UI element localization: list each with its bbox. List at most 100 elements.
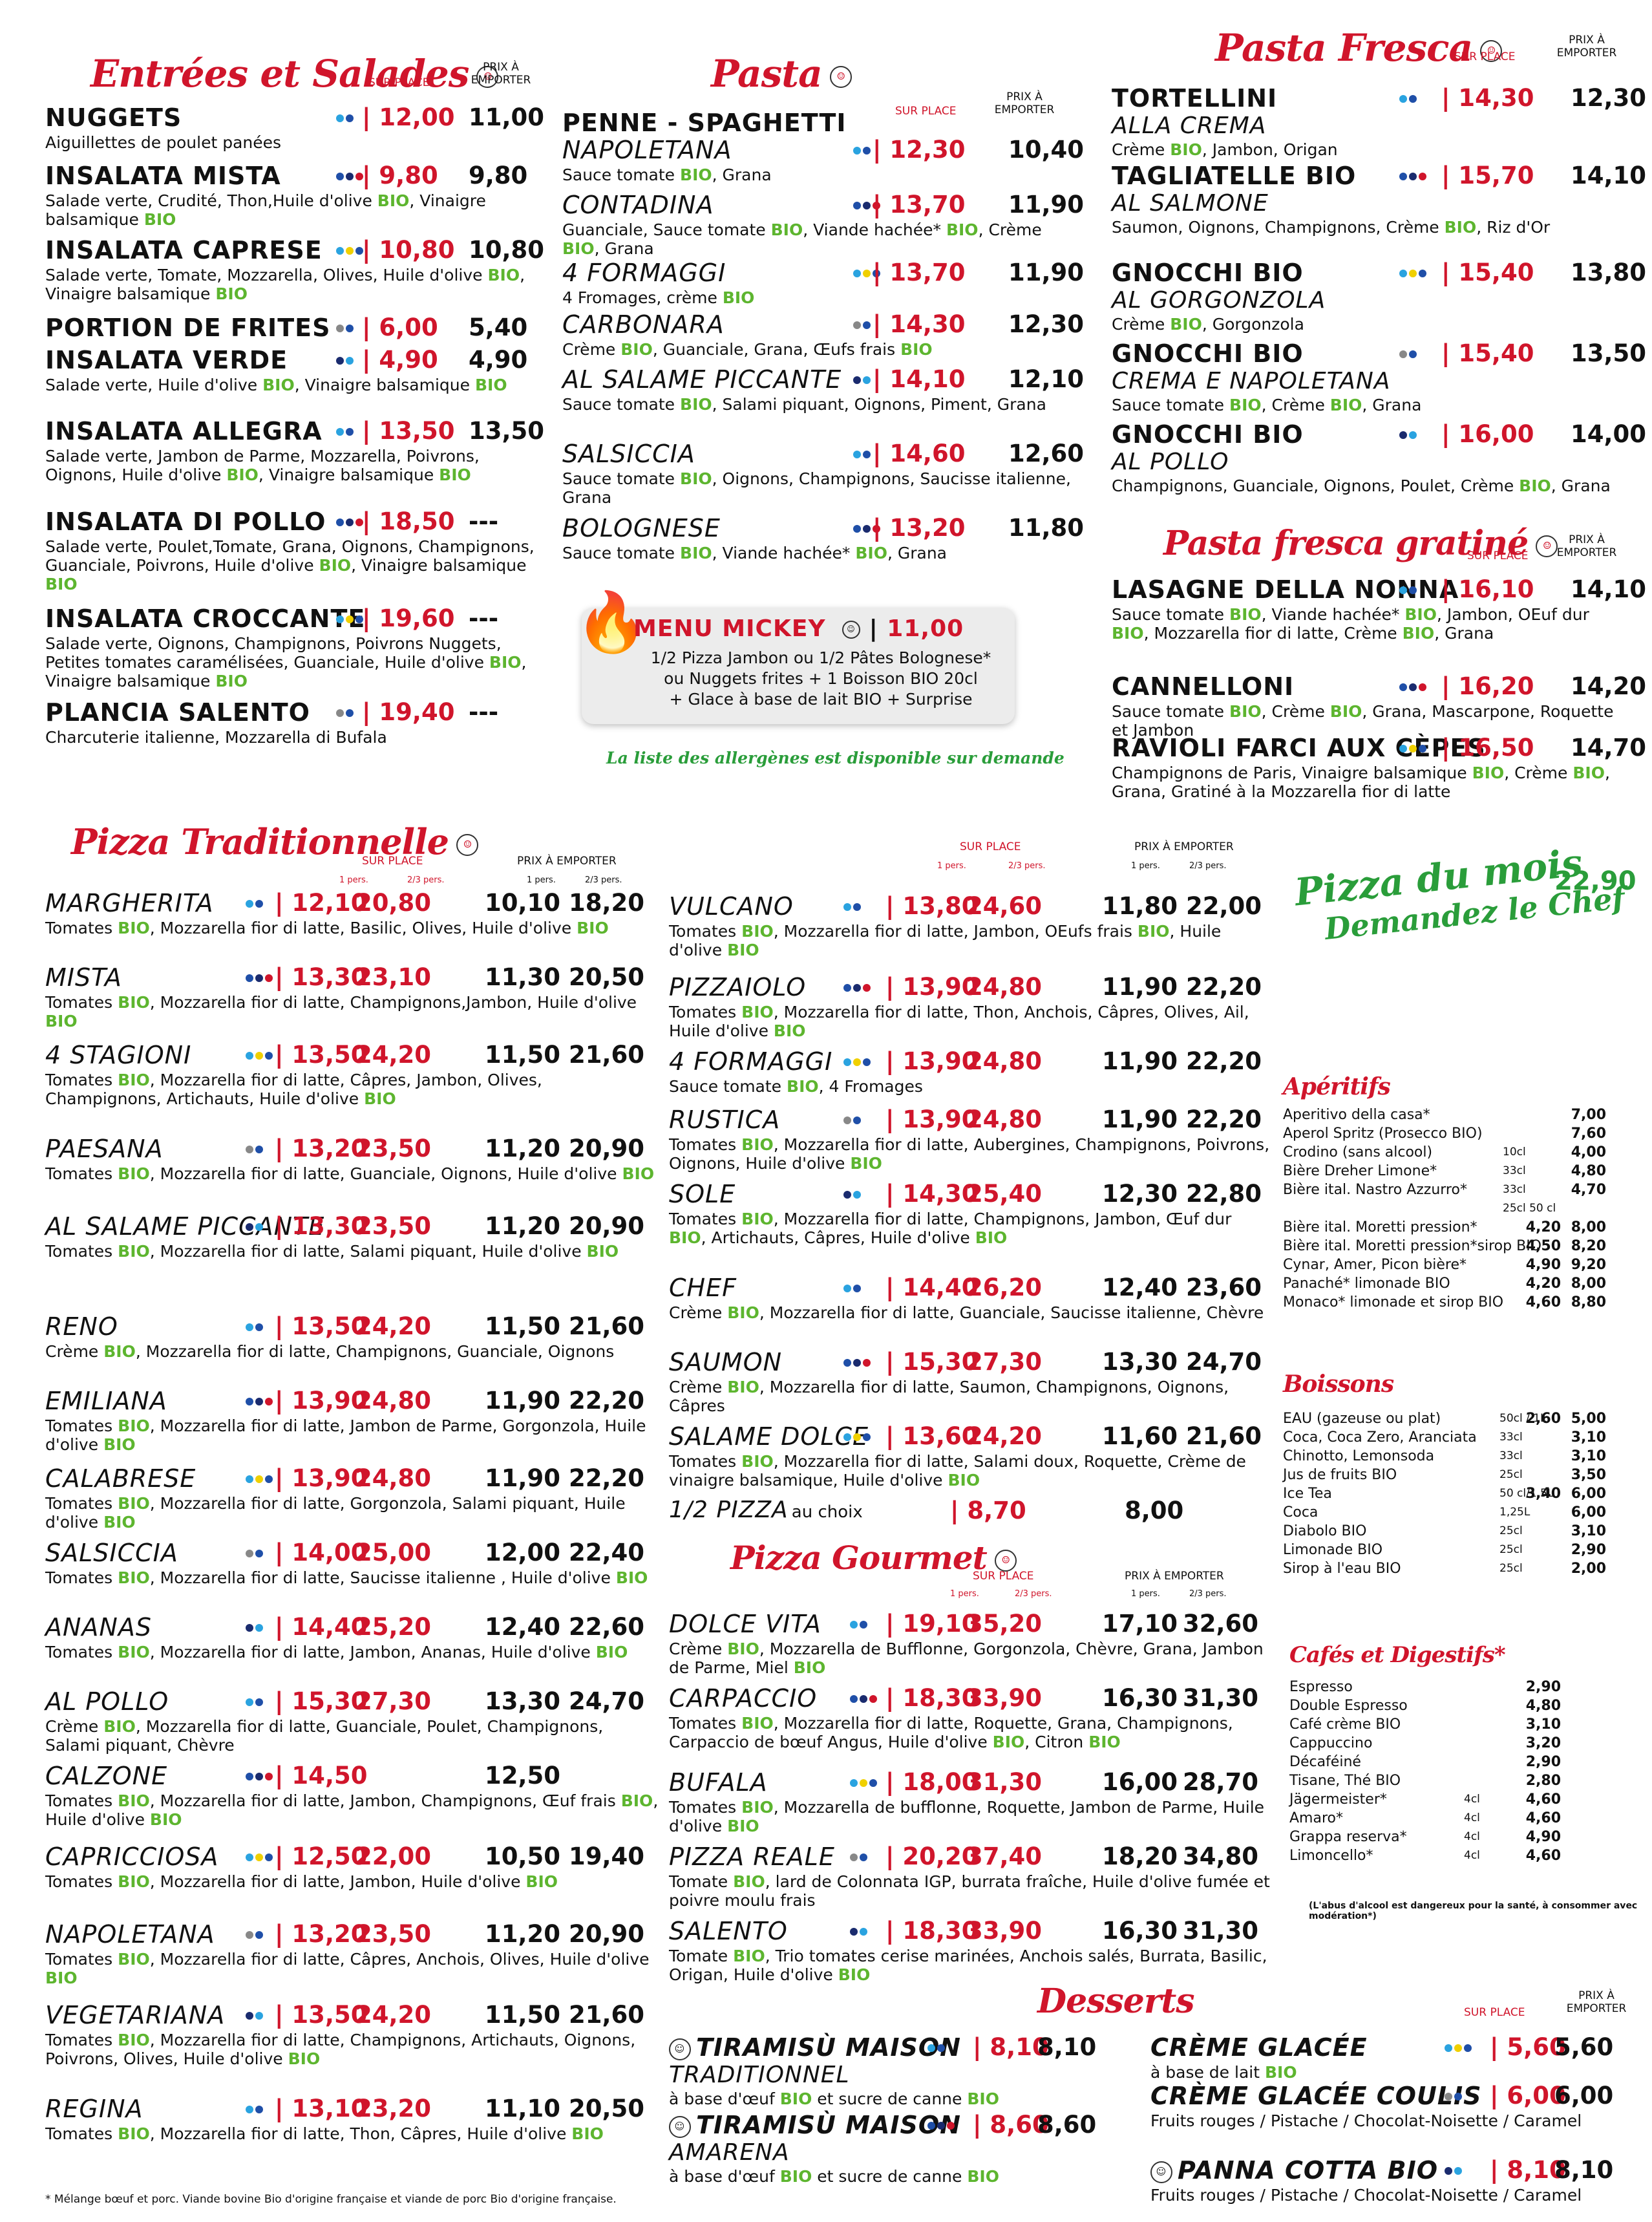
allergen-dot-icon	[265, 1475, 273, 1483]
allergen-dot-icon	[346, 114, 354, 122]
allergen-dot-icon	[860, 1779, 867, 1787]
allergen-dot-icon	[1419, 683, 1426, 691]
allergen-dots	[246, 898, 265, 910]
drink-name: Bière ital. Moretti pression*sirop BIO	[1283, 1238, 1541, 1254]
menu-item: INSALATA CAPRESE Salade verte, Tomate, Mo…	[45, 236, 549, 303]
allergen-dot-icon	[853, 1433, 861, 1441]
price-1-pers: | 18,30	[885, 1684, 978, 1712]
price-emporter-1-pers: 16,30	[1102, 1684, 1178, 1712]
bio-label: BIO	[680, 544, 712, 562]
bio-label: BIO	[489, 653, 522, 672]
drink-row: Bière ital. Moretti pression* 4,20 8,00	[1283, 1218, 1606, 1237]
allergen-dots	[843, 1115, 863, 1127]
prix-emporter-header: PRIX À EMPORTER	[994, 91, 1055, 116]
price-emporter-value: 10,40	[1008, 136, 1085, 164]
allergen-dots	[336, 614, 365, 626]
price-separator: |	[885, 1843, 903, 1870]
price-emporter-1-pers-value: 13,30	[1102, 1348, 1178, 1376]
price-emporter-23-pers-value: 21,60	[569, 2001, 645, 2029]
price-emporter: 5,40	[469, 314, 527, 341]
menu-item: SALSICCIA Tomates BIO, Mozzarella fior di…	[45, 1539, 659, 1587]
bio-label: BIO	[1170, 315, 1202, 334]
allergen-dot-icon	[873, 270, 880, 277]
item-name: CARBONARA	[562, 310, 725, 339]
allergen-dot-icon	[850, 1779, 858, 1787]
item-description: Fruits rouges / Pistache / Chocolat-Nois…	[1150, 2111, 1582, 2130]
bio-label: BIO	[948, 1471, 980, 1490]
item-name: SALSICCIA	[562, 440, 695, 468]
menu-item: REGINA Tomates BIO, Mozzarella fior di la…	[45, 2095, 659, 2143]
menu-item: VEGETARIANA Tomates BIO, Mozzarella fior …	[45, 2001, 659, 2068]
price-sur-place: | 13,20	[873, 514, 965, 542]
allergen-dot-icon	[246, 974, 253, 982]
allergen-dots	[1399, 681, 1428, 694]
item-name: RENO	[45, 1312, 118, 1341]
price-emporter-1-pers-value: 17,10	[1102, 1610, 1178, 1638]
price-1-pers-value: 14,00	[291, 1539, 368, 1566]
price-emporter-value: 14,00	[1571, 420, 1647, 448]
item-description: Saumon, Oignons, Champignons, Crème BIO,…	[1112, 218, 1551, 237]
allergen-dot-icon	[255, 1698, 263, 1706]
price-23-pers: 24,80	[966, 1047, 1042, 1075]
allergen-dot-icon	[1399, 270, 1407, 277]
price-emporter-1-pers-value: 11,30	[485, 963, 561, 991]
item-name: GNOCCHI BIO	[1112, 259, 1304, 287]
menu-item: ANANAS Tomates BIO, Mozzarella fior di la…	[45, 1613, 659, 1661]
price-sur-place-value: 14,30	[889, 310, 966, 338]
menu-item: GNOCCHI BIO CREMA E NAPOLETANA Sauce tomat…	[1112, 339, 1646, 414]
drink-row: Bière ital. Nastro Azzurro* 33cl 4,70	[1283, 1180, 1606, 1199]
price-1-pers: | 20,20	[885, 1843, 978, 1870]
price-emporter-23-pers-value: 22,60	[569, 1613, 645, 1641]
price-emporter: 14,10	[1571, 162, 1646, 189]
price-emporter-1-pers: 11,20	[485, 1135, 560, 1162]
menu-item: PIZZAIOLO Tomates BIO, Mozzarella fior di…	[669, 973, 1270, 1040]
menu-item: SALAME DOLCE Tomates BIO, Mozzarella fior…	[669, 1422, 1270, 1490]
bio-label: BIO	[118, 1643, 150, 1661]
price-emporter-value: 12,30	[1008, 310, 1085, 338]
price-1-pers-value: 13,60	[902, 1422, 979, 1450]
item-name: SALAME DOLCE	[669, 1422, 869, 1451]
bio-label: BIO	[741, 922, 774, 941]
allergen-dot-icon	[355, 615, 363, 623]
allergen-dots	[1445, 2091, 1464, 2103]
price-sur-place: | 8,10	[1490, 2156, 1566, 2184]
allergen-dot-icon	[246, 1773, 253, 1780]
item-description: Crème BIO, Mozzarella fior di latte, Cha…	[45, 1342, 615, 1361]
bio-label: BIO	[118, 1494, 150, 1513]
allergen-dot-icon	[853, 147, 861, 155]
price-sur-place: | 5,60	[1490, 2033, 1566, 2061]
drink-price-small: 4,20	[1525, 1219, 1561, 1235]
price-emporter-23-pers-value: 22,20	[1186, 1106, 1262, 1133]
allergen-dot-icon	[246, 900, 253, 908]
drink-row: Sirop à l'eau BIO 25cl 2,00	[1283, 1559, 1606, 1578]
allergen-dot-icon	[1409, 173, 1417, 180]
menu-item: INSALATA DI POLLO Salade verte, Poulet,To…	[45, 507, 549, 593]
menu-item: CHEF Crème BIO, Mozzarella fior di latte,…	[669, 1274, 1270, 1322]
price-separator: |	[275, 1387, 292, 1415]
bio-label: BIO	[45, 575, 78, 593]
item-subtitle: AL POLLO	[1112, 449, 1229, 475]
drink-name: Bière ital. Moretti pression*	[1283, 1219, 1477, 1235]
menu-item: NAPOLETANA Tomates BIO, Mozzarella fior d…	[45, 1920, 659, 1987]
price-emporter-value: 14,70	[1571, 734, 1647, 762]
drink-price: 8,00	[1571, 1219, 1606, 1235]
item-subtitle: CREMA E NAPOLETANA	[1112, 368, 1391, 394]
menu-item: RUSTICA Tomates BIO, Mozzarella fior di l…	[669, 1106, 1270, 1173]
gourmet-title: Pizza Gourmet ☺	[730, 1539, 1017, 1577]
item-description: 4 Fromages, crème BIO	[562, 288, 755, 307]
prix-emporter-header: PRIX À EMPORTER	[1125, 1570, 1224, 1583]
drink-name: Monaco* limonade et sirop BIO	[1283, 1294, 1504, 1310]
item-name: GNOCCHI BIO	[1112, 339, 1304, 368]
allergen-dot-icon	[255, 1398, 263, 1405]
pers1-header: 1 pers.	[527, 875, 556, 885]
price-sur-place-value: 5,60	[1507, 2033, 1566, 2061]
price-emporter-23-pers: 24,70	[1186, 1348, 1262, 1376]
price-emporter-value: 8,10	[1037, 2033, 1097, 2061]
bio-label: BIO	[1088, 1733, 1121, 1751]
price-emporter-value: 12,10	[1008, 365, 1085, 393]
allergen-dot-icon	[927, 2044, 935, 2052]
price-23-pers-value: 23,50	[355, 1920, 432, 1948]
drink-row: Bière ital. Moretti pression*sirop BIO 4,…	[1283, 1237, 1606, 1255]
menu-item: PORTION DE FRITES | 6,00 5,40	[45, 314, 549, 342]
item-name: LASAGNE DELLA NONNA	[1112, 575, 1459, 604]
